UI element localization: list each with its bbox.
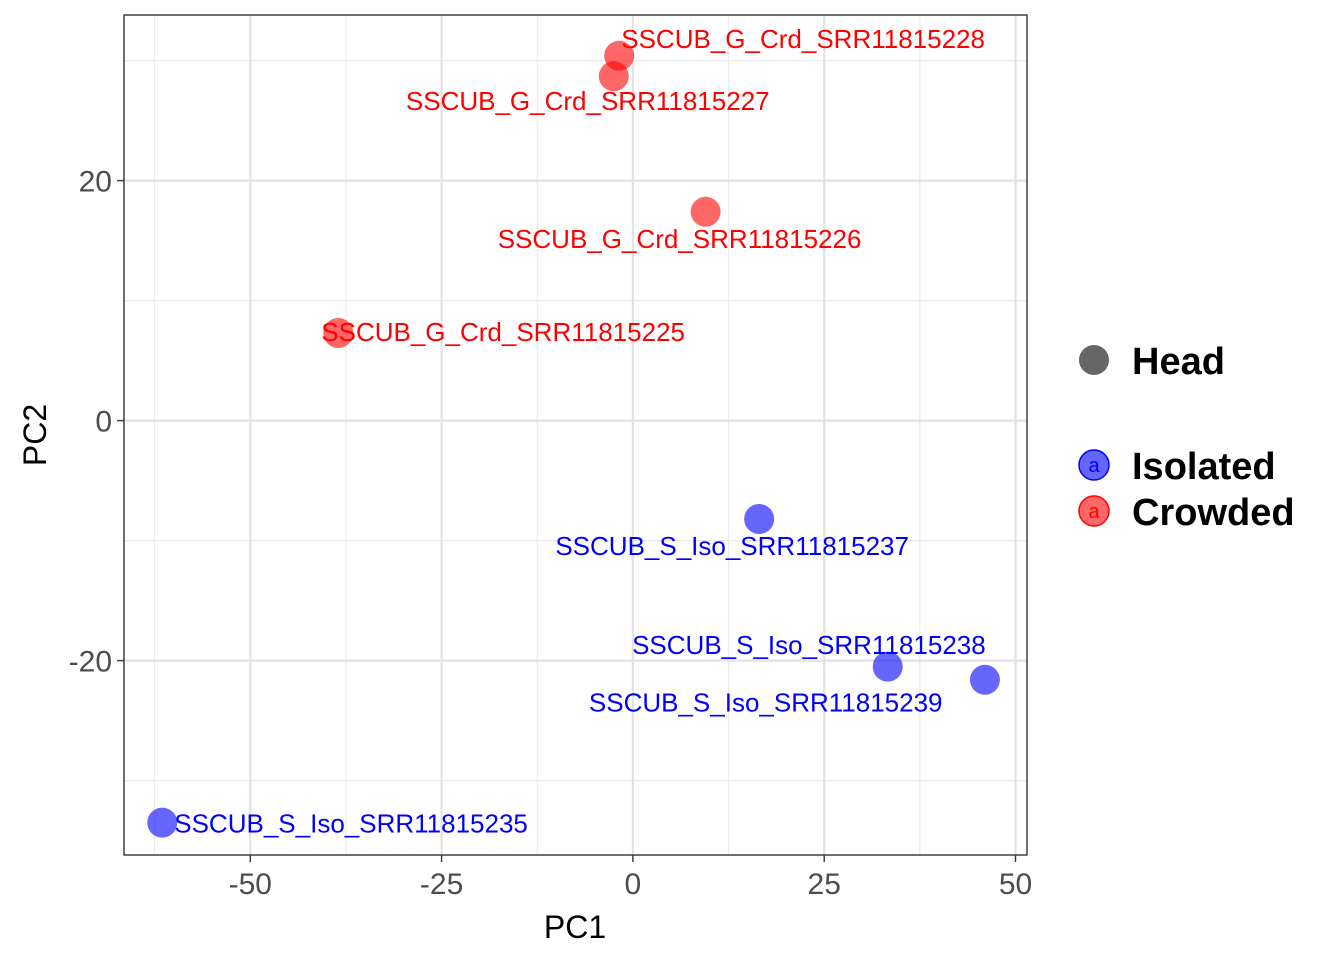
x-tick-label: 50 [999, 868, 1032, 901]
legend-label-crowded: Crowded [1132, 492, 1295, 534]
legend-key-isolated [1078, 449, 1110, 481]
legend-label-isolated: Isolated [1132, 446, 1276, 488]
data-point-isolated [147, 807, 178, 838]
data-point-isolated [969, 664, 1000, 695]
legend-key-letter: a [1088, 501, 1100, 523]
x-tick-label: 0 [625, 868, 642, 901]
data-point-isolated [744, 504, 775, 534]
legend-key-letter: a [1088, 455, 1100, 477]
point-labels: SSCUB_S_Iso_SRR11815235 SSCUB_S_Iso_SRR11… [174, 24, 985, 839]
point-label: SSCUB_G_Crd_SRR11815226 [498, 224, 862, 254]
plot-panel-border [123, 14, 1028, 856]
data-point-crowded [604, 40, 635, 71]
x-tick-label: -25 [420, 868, 463, 901]
legend: Head a Isolated a Crowded [1078, 341, 1295, 534]
point-label: SSCUB_S_Iso_SRR11815239 [589, 688, 943, 718]
y-tick-label: -20 [69, 646, 112, 679]
x-tick-label: -50 [229, 868, 272, 901]
minor-grid [124, 15, 1027, 855]
y-axis-title: PC2 [17, 404, 53, 466]
x-axis-title: PC1 [544, 909, 606, 945]
data-point-isolated [872, 651, 903, 682]
point-label: SSCUB_G_Crd_SRR11815228 [621, 24, 985, 54]
data-points [147, 40, 1000, 838]
y-tick-label: 20 [79, 166, 112, 199]
point-label: SSCUB_G_Crd_SRR11815225 [321, 317, 685, 347]
point-label: SSCUB_S_Iso_SRR11815235 [174, 809, 528, 839]
point-label: SSCUB_S_Iso_SRR11815238 [632, 630, 986, 660]
legend-key-crowded [1078, 495, 1110, 527]
legend-label-head: Head [1132, 341, 1225, 383]
data-point-crowded [323, 318, 354, 348]
y-tick-label: 0 [95, 406, 112, 439]
point-label: SSCUB_S_Iso_SRR11815237 [555, 531, 909, 561]
data-point-crowded [690, 196, 721, 227]
point-label: SSCUB_G_Crd_SRR11815227 [406, 86, 770, 116]
x-tick-label: 25 [808, 868, 841, 901]
legend-key-head [1079, 345, 1109, 375]
x-axis-ticks: -50 -25 0 25 50 [229, 855, 1032, 901]
y-axis-ticks: -20 0 20 [69, 166, 124, 679]
major-grid [124, 15, 1027, 855]
